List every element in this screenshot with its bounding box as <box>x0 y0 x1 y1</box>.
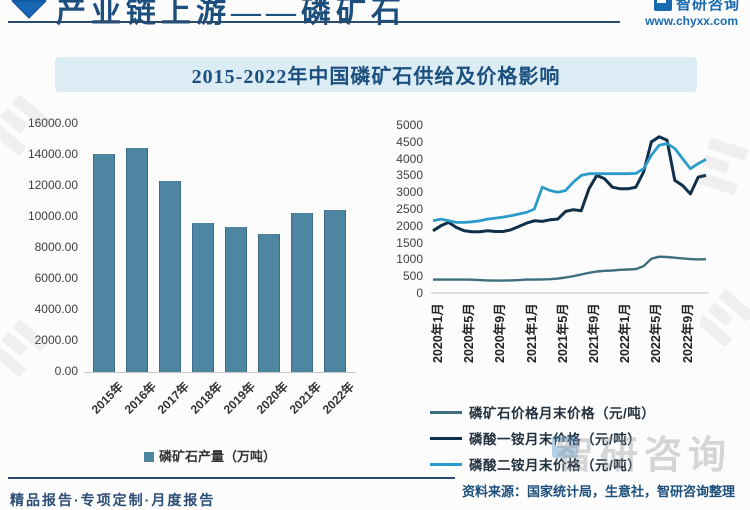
bar <box>93 154 115 372</box>
rock-price-legend-label: 磷矿石价格月末价格（元/吨） <box>469 406 656 421</box>
y-tick-label: 4000 <box>396 151 423 166</box>
bar-chart-plot <box>88 124 352 372</box>
bar-chart-legend: 磷矿石产量（万吨） <box>50 446 370 465</box>
bar <box>159 181 181 372</box>
bar <box>258 234 280 372</box>
chart-title: 2015-2022年中国磷矿石供给及价格影响 <box>191 66 561 88</box>
header-divider <box>8 21 620 23</box>
x-tick-label: 2016年 <box>122 379 160 417</box>
line-chart-plot <box>431 135 709 294</box>
legend-row: 磷矿石价格月末价格（元/吨） <box>430 399 655 425</box>
x-tick-label: 2022年 <box>320 379 358 417</box>
y-tick-label: 2000 <box>396 218 423 233</box>
x-tick-label: 2020年9月 <box>493 303 508 363</box>
series-line <box>432 135 707 234</box>
x-tick-label: 2015年 <box>89 379 127 417</box>
source-note: 资料来源：国家统计局，生意社，智研咨询整理 <box>462 484 736 499</box>
x-tick-label: 2021年1月 <box>524 303 539 363</box>
x-tick-label: 2020年5月 <box>462 303 477 363</box>
rock-price-line-swatch <box>430 410 462 414</box>
bar-legend-label: 磷矿石产量（万吨） <box>158 449 276 464</box>
y-tick-label: 10000.00 <box>27 209 78 223</box>
bar-chart-baseline <box>84 372 356 373</box>
map-price-legend-label: 磷酸一铵月末价格（元/吨） <box>469 432 642 447</box>
series-line <box>433 255 707 282</box>
y-tick-label: 2500 <box>396 202 423 216</box>
footer-divider <box>8 477 455 479</box>
line-chart: 5000 4500 4000 3500 3000 2500 2000 1500 1000 500 0… <box>395 105 750 480</box>
zhiyan-logo-icon <box>653 0 672 11</box>
x-tick-label: 2021年9月 <box>587 303 601 363</box>
x-tick-label: 2021年5月 <box>555 303 570 363</box>
y-tick-label: 2000.00 <box>34 333 78 347</box>
y-tick-label: 0.00 <box>54 364 78 378</box>
y-tick-label: 1000 <box>396 252 423 267</box>
y-tick-label: 8000.00 <box>34 240 78 254</box>
x-tick-label: 2021年 <box>287 379 325 417</box>
page-title: 产业链上游——磷矿石 <box>56 0 406 29</box>
y-tick-label: 5000 <box>396 118 423 132</box>
y-tick-label: 500 <box>402 269 423 284</box>
bar <box>291 213 313 372</box>
legend-row: 磷酸二铵月末价格（元/吨） <box>430 451 655 477</box>
y-tick-label: 14000.00 <box>27 147 78 161</box>
diamond-icon <box>11 0 47 19</box>
y-tick-label: 12000.00 <box>27 178 78 192</box>
y-tick-label: 4000.00 <box>34 302 78 316</box>
y-tick-label: 6000.00 <box>34 271 78 285</box>
x-tick-label: 2020年1月 <box>431 303 445 363</box>
y-tick-label: 1500 <box>396 235 423 250</box>
y-tick-label: 4500 <box>396 134 423 149</box>
x-tick-label: 2022年5月 <box>649 303 664 363</box>
map-price-line-swatch <box>430 436 462 440</box>
dap-price-legend-label: 磷酸二铵月末价格（元/吨） <box>469 458 642 473</box>
website-url[interactable]: www.chyxx.com <box>645 14 738 28</box>
y-tick-label: 0 <box>416 286 423 300</box>
bar-chart: 16000.00 14000.00 12000.00 10000.00 8000.00 6… <box>10 100 390 470</box>
legend-row: 磷酸一铵月末价格（元/吨） <box>430 425 655 451</box>
y-tick-label: 3000 <box>396 185 423 200</box>
x-tick-label: 2017年 <box>155 379 193 417</box>
bar <box>324 210 346 372</box>
bar <box>225 227 247 372</box>
bar <box>126 148 148 372</box>
brand-name: 智研咨询 <box>675 0 740 13</box>
y-tick-label: 16000.00 <box>27 116 78 130</box>
x-tick-label: 2020年 <box>254 379 292 417</box>
x-tick-label: 2022年9月 <box>680 303 695 363</box>
series-line <box>432 142 707 224</box>
footer-tagline: 精品报告·专项定制·月度报告 <box>10 492 216 508</box>
brand-logo: 智研咨询 <box>653 0 740 14</box>
y-tick-label: 3500 <box>396 168 423 183</box>
dap-price-line-swatch <box>430 462 462 466</box>
x-tick-label: 2022年1月 <box>618 303 633 363</box>
line-chart-legend: 磷矿石价格月末价格（元/吨） 磷酸一铵月末价格（元/吨） 磷酸二铵月末价格（元/… <box>430 399 655 477</box>
chart-title-bar: 2015-2022年中国磷矿石供给及价格影响 <box>55 57 697 92</box>
bar <box>192 223 214 372</box>
x-tick-label: 2018年 <box>188 379 226 417</box>
x-tick-label: 2019年 <box>221 379 259 417</box>
bar-legend-marker <box>143 452 154 462</box>
